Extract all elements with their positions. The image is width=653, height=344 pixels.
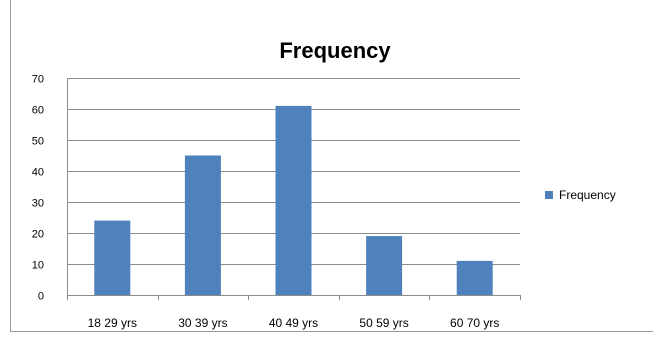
y-tick-label-70: 70 bbox=[32, 74, 44, 86]
y-tick-label-30: 30 bbox=[32, 198, 44, 210]
chart-title: Frequency bbox=[279, 38, 391, 63]
x-tick-label-18-29-yrs: 18 29 yrs bbox=[88, 316, 137, 330]
y-tick-label-40: 40 bbox=[32, 167, 44, 179]
bar-30-39-yrs bbox=[184, 155, 221, 295]
x-axis-tick-labels: 18 29 yrs 30 39 yrs 40 49 yrs 50 59 yrs 60 7… bbox=[88, 316, 500, 330]
y-axis-tick-labels: 0 10 20 30 40 50 60 70 bbox=[32, 74, 44, 303]
y-tick-label-10: 10 bbox=[32, 260, 44, 272]
bar-50-59-yrs bbox=[366, 236, 403, 295]
bar-18-29-yrs bbox=[94, 220, 131, 295]
legend-label: Frequency bbox=[559, 188, 616, 202]
y-tick-label-20: 20 bbox=[32, 229, 44, 241]
x-tick-label-60-70-yrs: 60 70 yrs bbox=[450, 316, 499, 330]
y-tick-label-0: 0 bbox=[38, 291, 44, 303]
axes bbox=[67, 78, 521, 300]
bar-60-70-yrs bbox=[456, 260, 493, 295]
x-tick-label-40-49-yrs: 40 49 yrs bbox=[269, 316, 318, 330]
y-tick-label-60: 60 bbox=[32, 105, 44, 117]
bar-40-49-yrs bbox=[275, 105, 312, 296]
x-tick-label-30-39-yrs: 30 39 yrs bbox=[178, 316, 227, 330]
legend-swatch bbox=[545, 191, 553, 199]
legend: Frequency bbox=[545, 188, 616, 202]
x-tick-label-50-59-yrs: 50 59 yrs bbox=[359, 316, 408, 330]
bars bbox=[94, 105, 493, 296]
y-tick-label-50: 50 bbox=[32, 136, 44, 148]
